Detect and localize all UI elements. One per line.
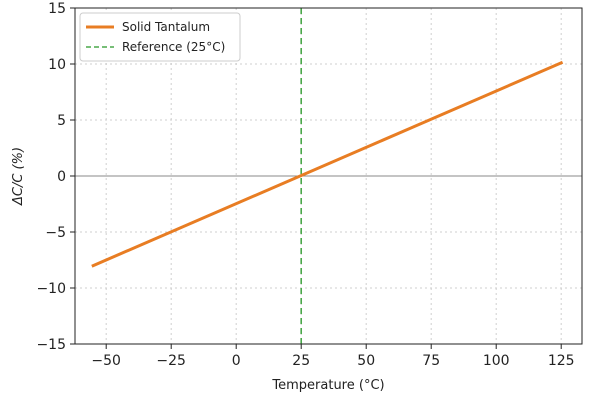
y-tick-label: 5 — [57, 113, 66, 129]
x-tick-label: 100 — [483, 353, 510, 369]
series-lines — [91, 60, 564, 268]
legend: Solid Tantalum Reference (25°C) — [79, 12, 241, 62]
x-tick-label: 75 — [422, 353, 440, 369]
x-tick-label: 125 — [548, 353, 575, 369]
y-tick-label: 10 — [48, 57, 66, 73]
x-tick-label: 50 — [357, 353, 375, 369]
x-tick-label: 25 — [292, 353, 310, 369]
x-axis-title: Temperature (°C) — [271, 378, 384, 393]
y-axis-title: ΔC/C (%) — [11, 147, 26, 206]
reference-lines — [75, 8, 582, 344]
y-tick-label: −15 — [36, 337, 66, 353]
y-axis-ticks: −15 −10 −5 0 5 10 15 — [36, 1, 75, 353]
y-tick-label: −10 — [36, 281, 66, 297]
x-tick-label: −25 — [156, 353, 186, 369]
legend-label-solid-tantalum: Solid Tantalum — [122, 20, 210, 34]
series-line-solid-tantalum — [91, 60, 564, 268]
y-tick-label: 0 — [57, 169, 66, 185]
x-tick-label: −50 — [91, 353, 121, 369]
y-tick-label: 15 — [48, 1, 66, 17]
legend-label-reference: Reference (25°C) — [122, 40, 225, 54]
x-axis-ticks: −50 −25 0 25 50 75 100 125 — [91, 344, 575, 369]
y-tick-label: −5 — [45, 225, 66, 241]
x-tick-label: 0 — [232, 353, 241, 369]
legend-box — [79, 12, 241, 62]
